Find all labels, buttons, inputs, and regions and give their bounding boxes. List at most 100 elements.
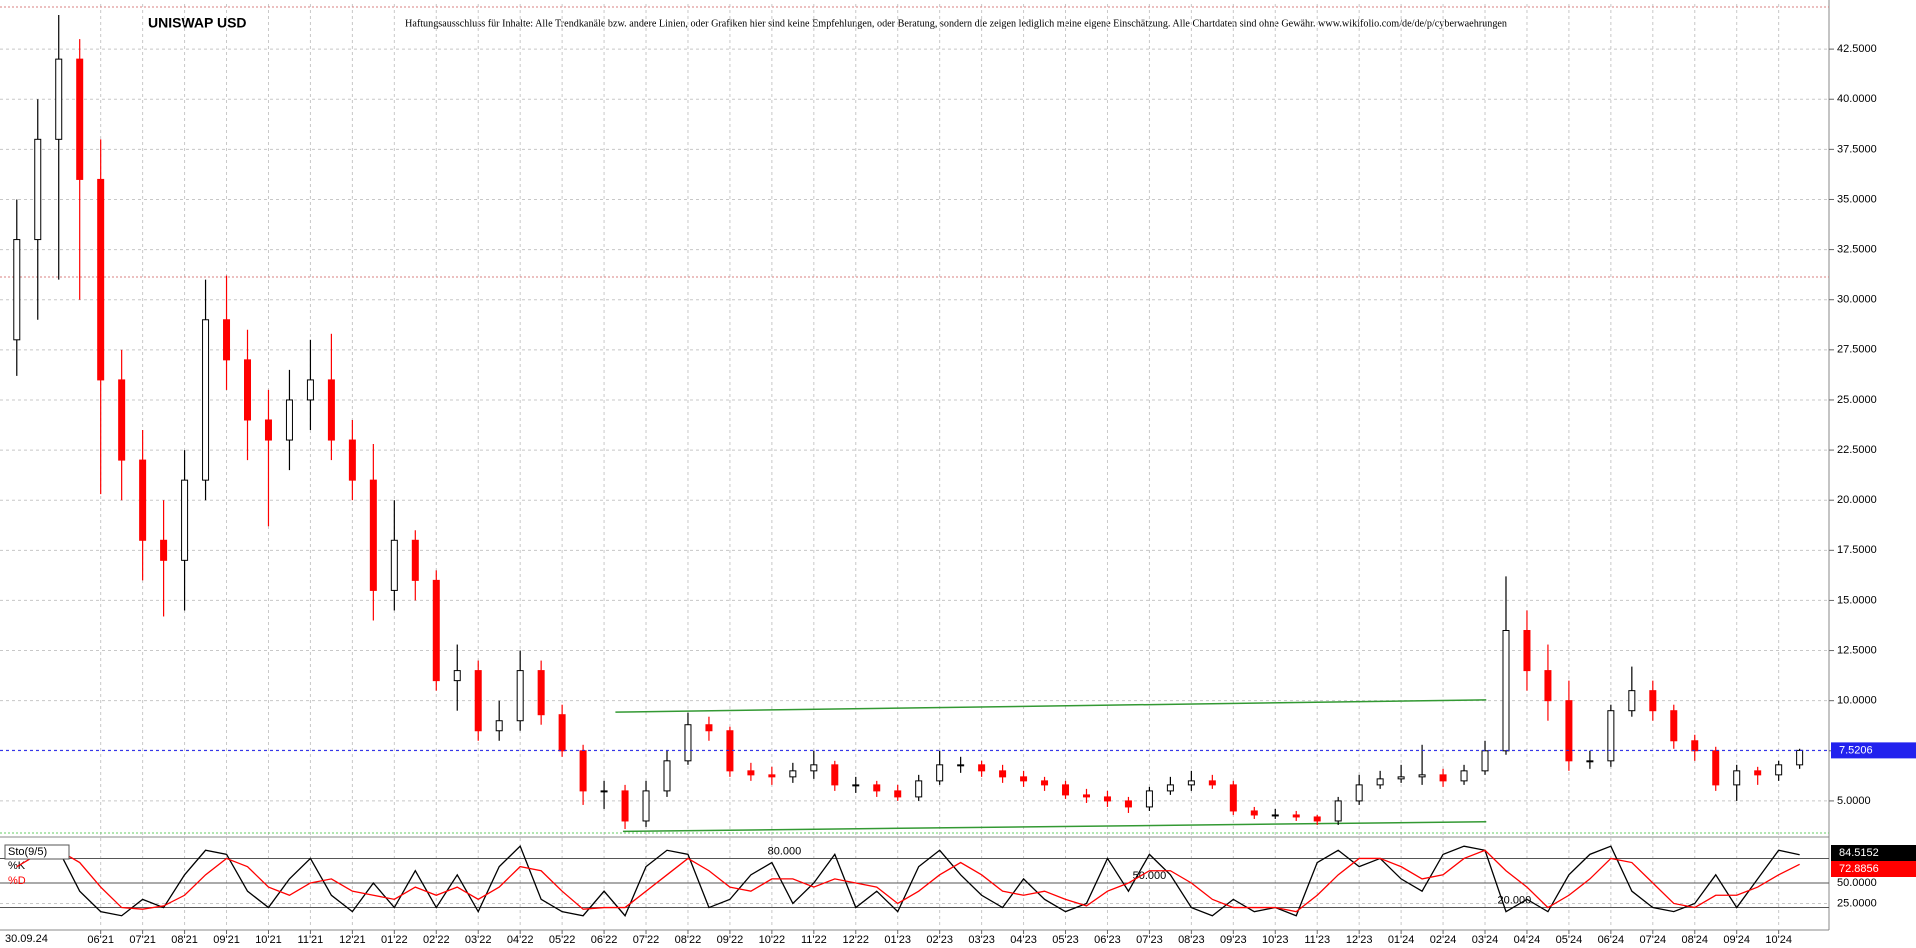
x-tick-label: 05'22 — [549, 934, 576, 946]
candle-body — [1691, 740, 1699, 752]
value-box — [1831, 861, 1916, 877]
candle-body — [936, 764, 944, 782]
x-tick-label: 09'23 — [1220, 934, 1247, 946]
candle-body — [831, 764, 839, 786]
candle-body — [306, 379, 314, 401]
x-tick-label: 10'23 — [1262, 934, 1289, 946]
trend-line — [622, 821, 1487, 833]
y-tick-label: 17.5000 — [1837, 544, 1877, 556]
candle-body — [181, 479, 189, 561]
x-tick-label: 06'21 — [87, 934, 114, 946]
x-tick-label: 10'21 — [255, 934, 282, 946]
cursor-label: 30.09.24 — [5, 933, 48, 945]
candle-body — [1439, 774, 1447, 782]
candle-body — [495, 720, 503, 732]
indicator-label: Sto(9/5) — [8, 846, 47, 858]
candle-body — [223, 319, 231, 361]
candle-body — [1796, 749, 1804, 766]
x-tick-label: 05'23 — [1052, 934, 1079, 946]
candle-body — [1271, 814, 1279, 817]
last-price-box — [1831, 742, 1916, 759]
x-tick-label: 08'24 — [1681, 934, 1708, 946]
x-tick-label: 10'22 — [759, 934, 786, 946]
disclaimer: Haftungsausschluss für Inhalte: Alle Tre… — [405, 18, 1507, 29]
x-tick-label: 03'24 — [1472, 934, 1499, 946]
level-label: 20.000 — [1498, 894, 1532, 906]
candle-body — [1670, 710, 1678, 742]
candle-body — [202, 319, 210, 481]
candle-body — [1523, 630, 1531, 672]
candle-body — [76, 58, 84, 180]
candle-body — [327, 379, 335, 441]
x-tick-label: 03'22 — [465, 934, 492, 946]
value-label: 72.8856 — [1839, 863, 1879, 875]
candle-body — [1145, 790, 1153, 808]
x-tick-label: 06'24 — [1598, 934, 1625, 946]
candle-body — [34, 138, 42, 241]
y-tick-label: 10.0000 — [1837, 695, 1877, 707]
candle-body — [1502, 630, 1510, 752]
stoch-line — [16, 849, 1800, 913]
candle-body — [139, 459, 147, 541]
candle-body — [285, 399, 293, 441]
y-tick-label: 40.0000 — [1837, 93, 1877, 105]
candle-body — [1712, 750, 1720, 786]
y-tick-label: 32.5000 — [1837, 243, 1877, 255]
value-label: 84.5152 — [1839, 847, 1879, 859]
x-tick-label: 02'24 — [1430, 934, 1457, 946]
candle-body — [1355, 784, 1363, 802]
x-tick-label: 01'22 — [381, 934, 408, 946]
candle-body — [1334, 800, 1342, 822]
y-tick-label: 25.0000 — [1837, 897, 1877, 909]
y-tick-label: 50.0000 — [1837, 877, 1877, 889]
candle-body — [768, 774, 776, 778]
x-tick-label: 12'22 — [842, 934, 869, 946]
y-tick-label: 15.0000 — [1837, 594, 1877, 606]
y-tick-label: 12.5000 — [1837, 644, 1877, 656]
x-tick-label: 06'22 — [591, 934, 618, 946]
candle-body — [55, 58, 63, 140]
y-tick-label: 27.5000 — [1837, 344, 1877, 356]
candle-body — [642, 790, 650, 822]
x-tick-label: 02'23 — [926, 934, 953, 946]
last-price-label: 7.5206 — [1839, 744, 1873, 756]
candle-body — [999, 770, 1007, 778]
candle-body — [1020, 776, 1028, 782]
x-tick-label: 07'22 — [633, 934, 660, 946]
x-tick-label: 01'24 — [1388, 934, 1415, 946]
candle-body — [978, 764, 986, 772]
stoch-line — [16, 845, 1800, 917]
candle-body — [600, 790, 608, 793]
chart-title: UNISWAP USD — [148, 15, 247, 31]
candle-body — [579, 750, 587, 792]
candle-body — [1250, 810, 1258, 816]
candle-body — [1733, 770, 1741, 786]
candle-body — [264, 419, 272, 441]
candle-body — [1586, 760, 1594, 763]
candle-body — [1649, 690, 1657, 712]
y-tick-label: 30.0000 — [1837, 294, 1877, 306]
candle-body — [747, 770, 755, 776]
candle-body — [1166, 784, 1174, 792]
candle-body — [348, 439, 356, 481]
x-tick-label: 08'22 — [675, 934, 702, 946]
candle-body — [873, 784, 881, 792]
candle-body — [118, 379, 126, 461]
y-tick-label: 42.5000 — [1837, 43, 1877, 55]
y-tick-label: 20.0000 — [1837, 494, 1877, 506]
candle-body — [558, 714, 566, 752]
x-tick-label: 09'22 — [717, 934, 744, 946]
x-tick-label: 11'21 — [298, 934, 324, 946]
candle-body — [1565, 700, 1573, 762]
candle-body — [1103, 796, 1111, 802]
candle-body — [810, 764, 818, 772]
level-label: 80.000 — [768, 845, 802, 857]
candle-body — [537, 670, 545, 716]
candle-body — [663, 760, 671, 792]
candle-body — [1481, 750, 1489, 772]
candle-body — [411, 539, 419, 581]
candle-body — [160, 539, 168, 561]
candle-body — [244, 359, 252, 421]
candle-body — [1292, 814, 1300, 818]
y-tick-label: 35.0000 — [1837, 193, 1877, 205]
